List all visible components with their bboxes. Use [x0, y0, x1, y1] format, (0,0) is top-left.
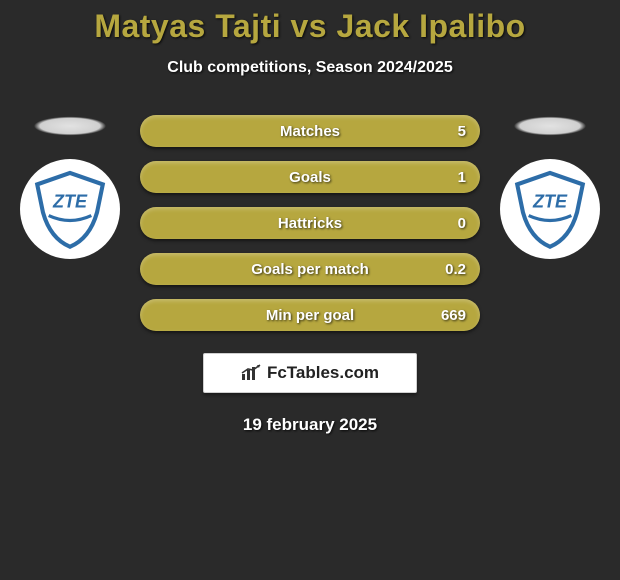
stat-row-hattricks: Hattricks 0 — [140, 207, 480, 239]
player-left-avatar — [18, 111, 122, 141]
stat-label: Hattricks — [278, 215, 342, 232]
player-right-col: ZTE — [498, 115, 602, 259]
stat-right-value: 1 — [458, 161, 466, 193]
stat-label: Matches — [280, 123, 340, 140]
footer: FcTables.com 19 february 2025 — [0, 353, 620, 435]
comparison-card: Matyas Tajti vs Jack Ipalibo Club compet… — [0, 0, 620, 435]
stat-row-goals: Goals 1 — [140, 161, 480, 193]
stat-row-matches: Matches 5 — [140, 115, 480, 147]
brand-badge[interactable]: FcTables.com — [203, 353, 417, 393]
page-title: Matyas Tajti vs Jack Ipalibo — [0, 8, 620, 45]
svg-text:ZTE: ZTE — [52, 191, 88, 211]
brand-text: FcTables.com — [267, 363, 379, 383]
bar-chart-icon — [241, 364, 263, 382]
player-right-avatar — [498, 111, 602, 141]
stat-label: Min per goal — [266, 307, 354, 324]
stat-row-min-per-goal: Min per goal 669 — [140, 299, 480, 331]
subtitle: Club competitions, Season 2024/2025 — [0, 59, 620, 77]
stat-right-value: 0.2 — [445, 253, 466, 285]
shield-icon: ZTE — [29, 168, 111, 250]
stat-row-goals-per-match: Goals per match 0.2 — [140, 253, 480, 285]
player-right-club-badge: ZTE — [500, 159, 600, 259]
player-left-club-badge: ZTE — [20, 159, 120, 259]
date-text: 19 february 2025 — [243, 415, 377, 435]
stat-label: Goals — [289, 169, 331, 186]
player-left-col: ZTE — [18, 115, 122, 259]
stat-right-value: 669 — [441, 299, 466, 331]
stat-right-value: 5 — [458, 115, 466, 147]
stat-label: Goals per match — [251, 261, 369, 278]
shield-icon: ZTE — [509, 168, 591, 250]
stat-right-value: 0 — [458, 207, 466, 239]
svg-text:ZTE: ZTE — [532, 191, 568, 211]
content-row: ZTE Matches 5 Goals 1 Hattricks 0 — [0, 115, 620, 331]
stats-list: Matches 5 Goals 1 Hattricks 0 Goals per … — [140, 115, 480, 331]
